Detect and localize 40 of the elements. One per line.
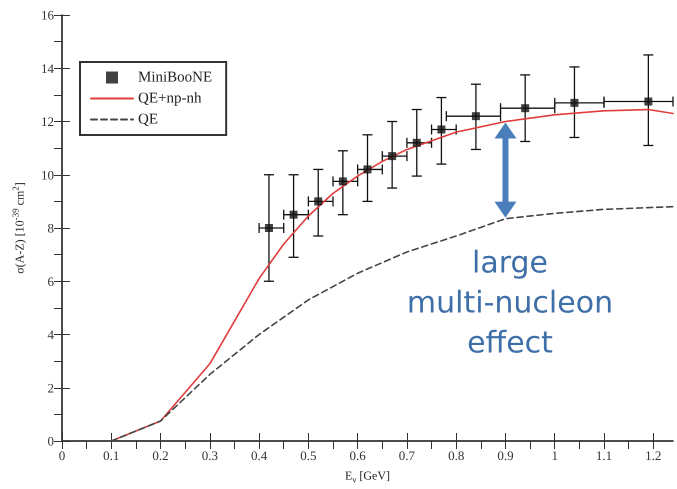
point: [521, 104, 530, 112]
point: [644, 98, 652, 106]
x-tick-label: 1.1: [596, 448, 612, 463]
y-tick-label: 6: [48, 274, 54, 289]
x-tick-label: 0.1: [103, 448, 120, 463]
y-tick-label: 8: [48, 220, 54, 236]
point: [437, 125, 446, 134]
x-tick-label: 0.8: [448, 448, 464, 463]
point: [570, 98, 578, 107]
y-tick-label: 12: [41, 114, 54, 129]
line-series: [110, 206, 674, 442]
y-tick-label: 14: [41, 60, 54, 76]
y-tick-label: 10: [41, 167, 54, 182]
point: [314, 197, 322, 206]
point: [388, 152, 396, 160]
x-tick-label: 0: [58, 448, 66, 463]
y-axis-title: σ(A-Z) [10-39 cm2]: [10, 182, 26, 274]
x-tick-label: 1.2: [645, 448, 662, 463]
y-tick-label: 2: [48, 380, 54, 396]
x-tick-label: 1: [551, 448, 558, 463]
point: [412, 138, 421, 147]
x-tick-label: 0.5: [300, 448, 316, 463]
annotation: large multi-nucleon effect: [406, 246, 614, 360]
x-tick-label: 0.3: [202, 448, 218, 463]
y-tick-label: 16: [41, 8, 54, 22]
x-tick-label: 0.9: [497, 448, 514, 463]
point: [290, 210, 298, 219]
point: [472, 112, 480, 120]
y-tick-label: 0: [48, 434, 54, 448]
y-tick-label: 4: [48, 327, 54, 342]
legend-label: QE+np-nh: [138, 90, 202, 106]
point: [338, 177, 347, 186]
x-tick-label: 0.6: [350, 448, 366, 463]
legend-label: QE: [138, 112, 158, 128]
x-tick-label: 0.2: [152, 448, 169, 463]
x-tick-label: 0.4: [250, 448, 268, 463]
x-tick-label: 0.7: [398, 448, 416, 463]
legend-label: MiniBooNE: [138, 70, 212, 86]
point: [364, 165, 372, 174]
point: [264, 224, 273, 232]
